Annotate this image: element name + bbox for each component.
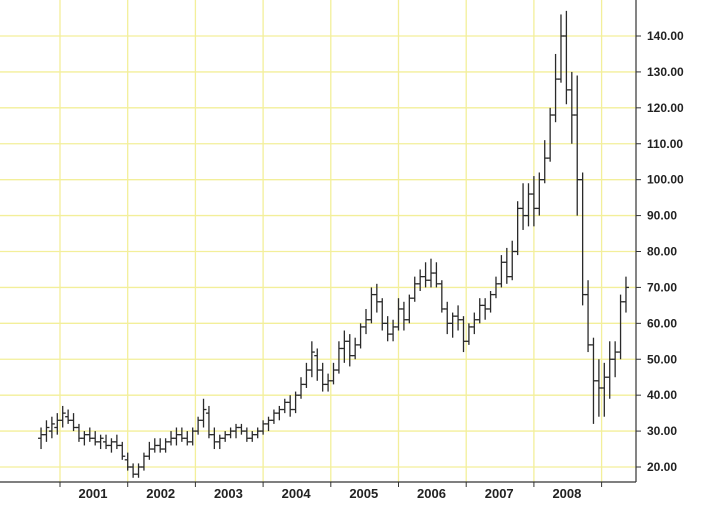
- ohlc-bar: [308, 341, 315, 378]
- y-tick-label: 60.00: [647, 316, 677, 330]
- x-tick-label: 2004: [282, 486, 312, 501]
- y-tick-label: 140.00: [647, 29, 684, 43]
- ohlc-bar: [48, 416, 55, 439]
- ohlc-bar: [622, 276, 629, 313]
- ohlc-bar: [59, 405, 66, 428]
- y-tick-label: 80.00: [647, 245, 677, 259]
- y-tick-label: 50.00: [647, 352, 677, 366]
- ohlc-bar: [119, 441, 126, 460]
- y-tick-label: 120.00: [647, 101, 684, 115]
- x-tick-label: 2006: [417, 486, 446, 501]
- x-tick-label: 2005: [349, 486, 378, 501]
- price-bars: [38, 10, 629, 478]
- x-tick-label: 2003: [214, 486, 243, 501]
- y-tick-label: 130.00: [647, 65, 684, 79]
- ohlc-bar: [97, 434, 104, 450]
- x-tick-label: 2001: [79, 486, 108, 501]
- y-tick-label: 90.00: [647, 209, 677, 223]
- ohlc-bar: [43, 420, 50, 442]
- x-tick-label: 2007: [485, 486, 514, 501]
- gridlines: [0, 0, 636, 482]
- y-tick-label: 70.00: [647, 280, 677, 294]
- y-tick-label: 20.00: [647, 460, 677, 474]
- y-tick-label: 100.00: [647, 173, 684, 187]
- x-tick-label: 2008: [552, 486, 581, 501]
- axes: 20.00 30.00 40.00 50.00 60.00 70.00 80.00 90.00…: [0, 0, 684, 501]
- x-tick-label: 2002: [146, 486, 175, 501]
- ohlc-bar: [200, 398, 207, 428]
- y-tick-label: 30.00: [647, 424, 677, 438]
- y-tick-label: 110.00: [647, 137, 683, 151]
- y-tick-label: 40.00: [647, 388, 677, 402]
